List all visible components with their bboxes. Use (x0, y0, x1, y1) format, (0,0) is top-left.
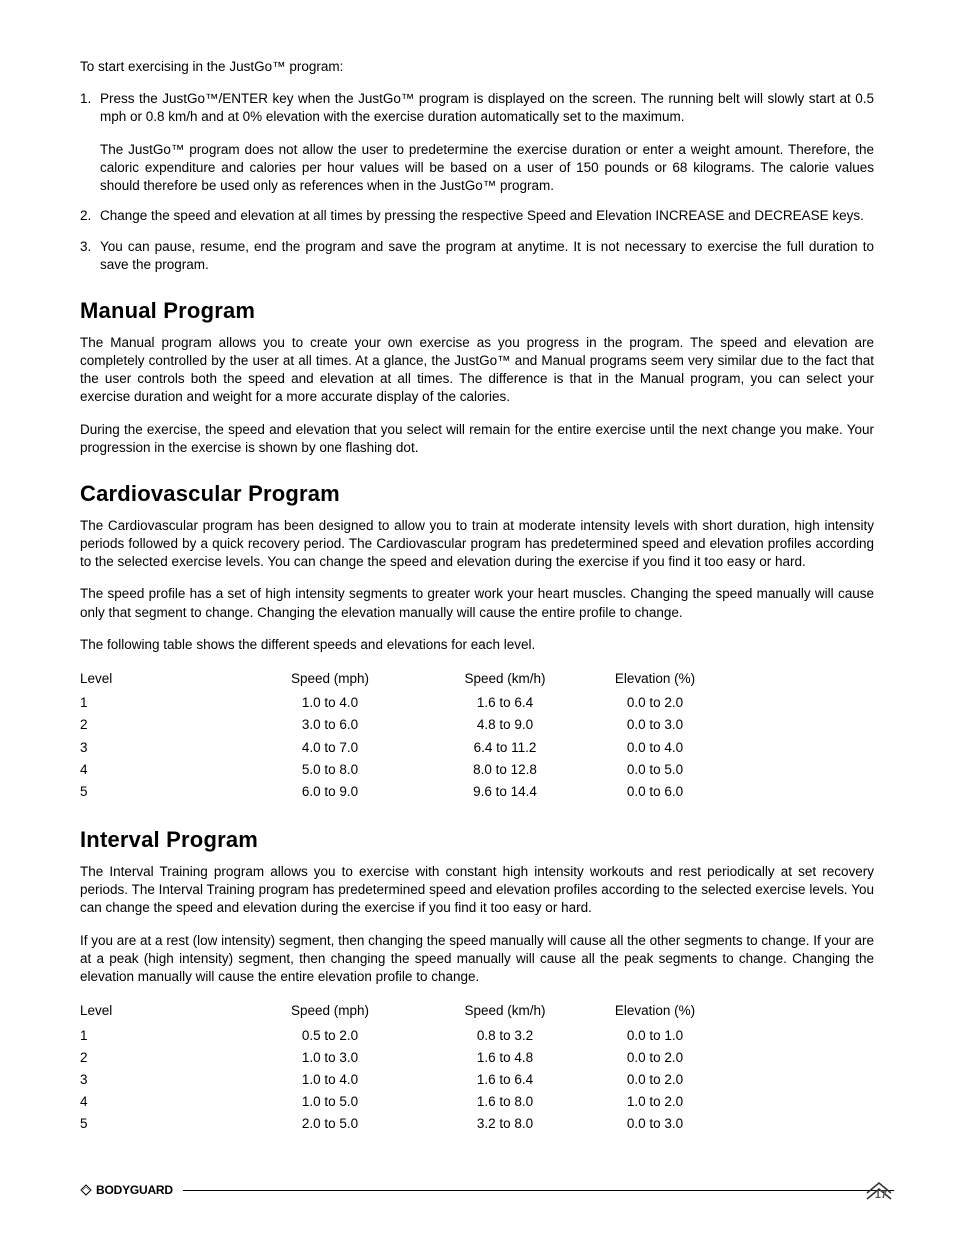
table-row: 23.0 to 6.04.8 to 9.00.0 to 3.0 (80, 714, 720, 736)
table-cell: 6.0 to 9.0 (240, 781, 420, 803)
table-cell: 0.0 to 2.0 (590, 692, 720, 714)
intro-step-2: 2. Change the speed and elevation at all… (80, 207, 874, 225)
footer-rule (183, 1190, 894, 1191)
col-level: Level (80, 1000, 240, 1024)
interval-p2: If you are at a rest (low intensity) seg… (80, 932, 874, 987)
table-row: 45.0 to 8.08.0 to 12.80.0 to 5.0 (80, 759, 720, 781)
table-cell: 4 (80, 759, 240, 781)
step-text: You can pause, resume, end the program a… (100, 238, 874, 274)
table-cell: 1.0 to 2.0 (590, 1091, 720, 1113)
table-cell: 5 (80, 1113, 240, 1135)
table-row: 52.0 to 5.03.2 to 8.00.0 to 3.0 (80, 1113, 720, 1135)
col-level: Level (80, 668, 240, 692)
col-speed-kmh: Speed (km/h) (420, 668, 590, 692)
cardio-title: Cardiovascular Program (80, 479, 874, 509)
table-cell: 2 (80, 714, 240, 736)
col-elevation: Elevation (%) (590, 668, 720, 692)
cardio-p2: The speed profile has a set of high inte… (80, 585, 874, 621)
table-cell: 1.6 to 8.0 (420, 1091, 590, 1113)
brand-name: BODYGUARD (96, 1183, 173, 1197)
table-cell: 2.0 to 5.0 (240, 1113, 420, 1135)
table-cell: 3 (80, 1069, 240, 1091)
table-cell: 0.0 to 2.0 (590, 1069, 720, 1091)
table-cell: 0.0 to 2.0 (590, 1047, 720, 1069)
page-footer: BODYGUARD (80, 1183, 894, 1197)
cardio-table-body: 11.0 to 4.01.6 to 6.40.0 to 2.023.0 to 6… (80, 692, 720, 803)
table-row: 10.5 to 2.00.8 to 3.20.0 to 1.0 (80, 1025, 720, 1047)
table-cell: 9.6 to 14.4 (420, 781, 590, 803)
table-cell: 1.0 to 4.0 (240, 1069, 420, 1091)
table-header-row: Level Speed (mph) Speed (km/h) Elevation… (80, 668, 720, 692)
table-cell: 3.0 to 6.0 (240, 714, 420, 736)
cardio-table: Level Speed (mph) Speed (km/h) Elevation… (80, 668, 720, 803)
col-elevation: Elevation (%) (590, 1000, 720, 1024)
intro-lead: To start exercising in the JustGo™ progr… (80, 58, 874, 76)
table-row: 34.0 to 7.06.4 to 11.20.0 to 4.0 (80, 737, 720, 759)
step-text: Press the JustGo™/ENTER key when the Jus… (100, 91, 874, 124)
table-cell: 1.0 to 5.0 (240, 1091, 420, 1113)
manual-title: Manual Program (80, 296, 874, 326)
intro-step-3: 3. You can pause, resume, end the progra… (80, 238, 874, 274)
step-subtext: The JustGo™ program does not allow the u… (100, 141, 874, 196)
page-number: 17 (875, 1189, 887, 1201)
step-text: Change the speed and elevation at all ti… (100, 207, 874, 225)
interval-title: Interval Program (80, 825, 874, 855)
interval-table-body: 10.5 to 2.00.8 to 3.20.0 to 1.021.0 to 3… (80, 1025, 720, 1136)
table-row: 56.0 to 9.09.6 to 14.40.0 to 6.0 (80, 781, 720, 803)
table-cell: 0.8 to 3.2 (420, 1025, 590, 1047)
table-cell: 3.2 to 8.0 (420, 1113, 590, 1135)
table-cell: 1 (80, 1025, 240, 1047)
document-page: To start exercising in the JustGo™ progr… (0, 0, 954, 1136)
col-speed-kmh: Speed (km/h) (420, 1000, 590, 1024)
step-number: 3. (80, 238, 94, 274)
manual-p1: The Manual program allows you to create … (80, 334, 874, 407)
table-cell: 0.5 to 2.0 (240, 1025, 420, 1047)
table-cell: 4.0 to 7.0 (240, 737, 420, 759)
table-cell: 0.0 to 1.0 (590, 1025, 720, 1047)
table-cell: 0.0 to 6.0 (590, 781, 720, 803)
step-number: 2. (80, 207, 94, 225)
manual-p2: During the exercise, the speed and eleva… (80, 421, 874, 457)
table-cell: 5.0 to 8.0 (240, 759, 420, 781)
brand-logo: BODYGUARD (80, 1183, 173, 1197)
table-row: 11.0 to 4.01.6 to 6.40.0 to 2.0 (80, 692, 720, 714)
table-cell: 1.6 to 4.8 (420, 1047, 590, 1069)
intro-step-1: 1. Press the JustGo™/ENTER key when the … (80, 90, 874, 195)
interval-table: Level Speed (mph) Speed (km/h) Elevation… (80, 1000, 720, 1135)
table-cell: 4 (80, 1091, 240, 1113)
cardio-p1: The Cardiovascular program has been desi… (80, 517, 874, 572)
col-speed-mph: Speed (mph) (240, 668, 420, 692)
table-cell: 1.6 to 6.4 (420, 1069, 590, 1091)
interval-p1: The Interval Training program allows you… (80, 863, 874, 918)
table-cell: 1.0 to 3.0 (240, 1047, 420, 1069)
table-cell: 4.8 to 9.0 (420, 714, 590, 736)
table-cell: 2 (80, 1047, 240, 1069)
table-cell: 0.0 to 5.0 (590, 759, 720, 781)
table-row: 31.0 to 4.01.6 to 6.40.0 to 2.0 (80, 1069, 720, 1091)
table-cell: 0.0 to 4.0 (590, 737, 720, 759)
table-cell: 3 (80, 737, 240, 759)
table-cell: 6.4 to 11.2 (420, 737, 590, 759)
step-number: 1. (80, 90, 94, 195)
table-cell: 0.0 to 3.0 (590, 1113, 720, 1135)
col-speed-mph: Speed (mph) (240, 1000, 420, 1024)
table-header-row: Level Speed (mph) Speed (km/h) Elevation… (80, 1000, 720, 1024)
table-cell: 1 (80, 692, 240, 714)
step-body: Press the JustGo™/ENTER key when the Jus… (100, 90, 874, 195)
table-cell: 8.0 to 12.8 (420, 759, 590, 781)
table-cell: 1.0 to 4.0 (240, 692, 420, 714)
table-cell: 0.0 to 3.0 (590, 714, 720, 736)
intro-steps: 1. Press the JustGo™/ENTER key when the … (80, 90, 874, 274)
brand-diamond-icon (80, 1184, 92, 1196)
table-cell: 1.6 to 6.4 (420, 692, 590, 714)
table-row: 41.0 to 5.01.6 to 8.01.0 to 2.0 (80, 1091, 720, 1113)
table-row: 21.0 to 3.01.6 to 4.80.0 to 2.0 (80, 1047, 720, 1069)
table-cell: 5 (80, 781, 240, 803)
cardio-p3: The following table shows the different … (80, 636, 874, 654)
